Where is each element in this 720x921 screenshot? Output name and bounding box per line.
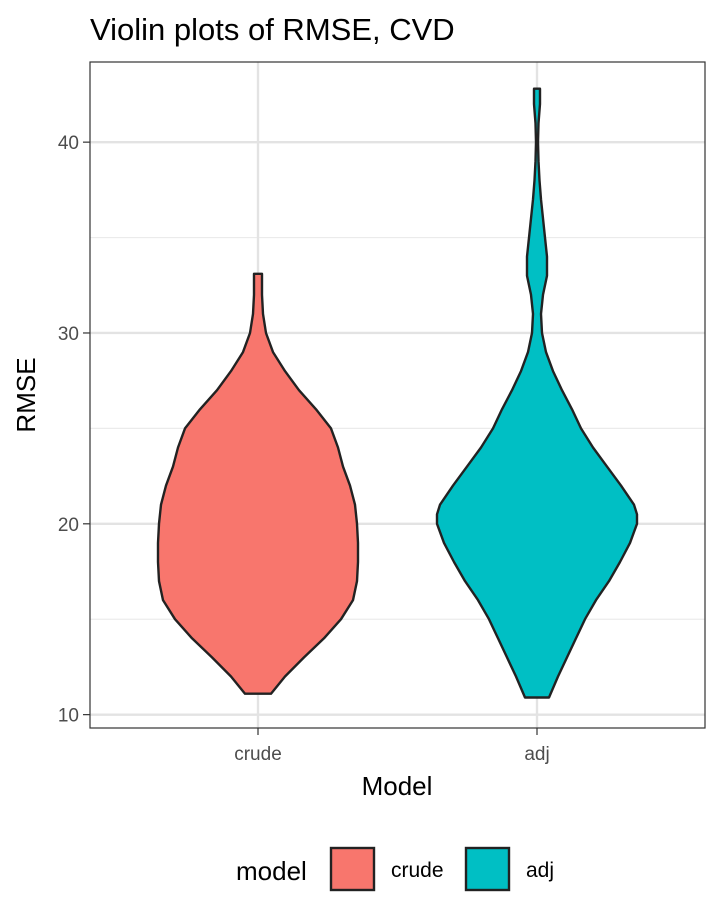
y-tick-label: 20 (58, 515, 79, 536)
violin-crude (156, 272, 360, 695)
legend-label-adj: adj (526, 859, 554, 882)
legend-label-crude: crude (391, 859, 444, 882)
x-tick-label: adj (524, 744, 549, 765)
violin-adj (435, 87, 639, 699)
x-axis-title: Model (362, 771, 433, 801)
chart-title: Violin plots of RMSE, CVD (90, 12, 455, 47)
panel-border (89, 61, 706, 729)
y-tick-label: 30 (58, 324, 79, 345)
legend: model crude adj (236, 846, 554, 892)
y-tick-label: 40 (58, 133, 79, 154)
legend-key-adj (464, 846, 511, 892)
violins (156, 87, 639, 699)
axes: 10 20 30 40 crude adj (58, 133, 550, 765)
legend-title: model (236, 856, 307, 886)
y-tick-label: 10 (58, 706, 79, 727)
x-tick-label: crude (234, 744, 282, 765)
legend-key-crude (329, 846, 376, 892)
y-axis-title: RMSE (11, 357, 41, 432)
